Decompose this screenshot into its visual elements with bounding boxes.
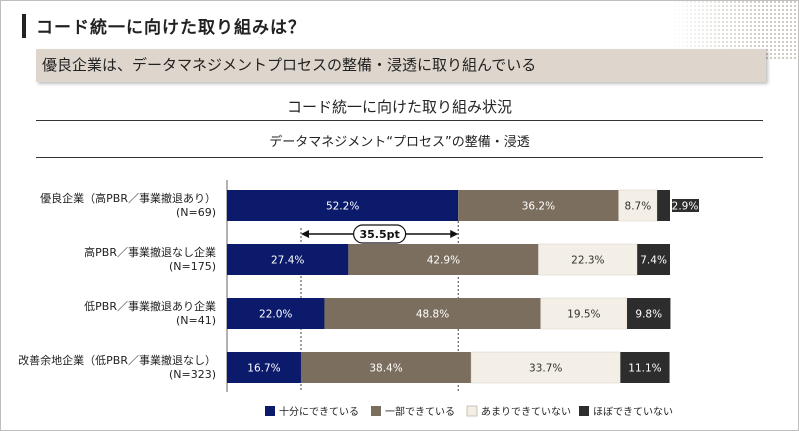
chart-subtitle-rule	[36, 157, 763, 158]
data-label-barely-1: 22.3%	[571, 255, 604, 267]
bar-partial-2	[324, 298, 541, 329]
bar-barely-2	[540, 297, 628, 330]
annotation-pill	[353, 224, 407, 244]
data-label-none-0: 2.9%	[672, 201, 699, 213]
data-label-none-2: 9.8%	[635, 309, 662, 321]
data-label-full-0: 52.2%	[326, 201, 359, 213]
legend-swatch-barely	[466, 405, 478, 417]
category-n-label-1: (N=175)	[169, 260, 216, 273]
category-label-3: 改善余地企業（低PBR／事業撤退なし）	[18, 353, 216, 367]
title-accent-bar	[22, 14, 26, 38]
legend-label-none: ほぼできていない	[593, 406, 673, 418]
category-label-1: 高PBR／事業撤退なし企業	[84, 245, 216, 259]
page-title: コード統一に向けた取り組みは？	[36, 18, 306, 38]
bar-none-3	[620, 352, 670, 383]
data-label-partial-2: 48.8%	[416, 309, 449, 321]
data-label-full-1: 27.4%	[271, 255, 304, 267]
annotation-arrowhead-right	[450, 230, 459, 238]
bar-barely-3	[470, 351, 621, 384]
data-label-barely-0: 8.7%	[625, 201, 652, 213]
category-n-label-0: (N=69)	[176, 206, 216, 219]
data-label-none-1: 7.4%	[640, 255, 667, 267]
bar-barely-0	[618, 189, 658, 222]
bar-partial-0	[458, 190, 619, 221]
bar-none-1	[637, 244, 670, 275]
bar-full-3	[227, 352, 301, 383]
annotation-arrowhead-left	[300, 230, 309, 238]
category-label-0: 優良企業（高PBR／事業撤退あり）	[40, 191, 216, 205]
category-n-label-3: (N=323)	[169, 368, 216, 381]
chart-title: コード統一に向けた取り組み状況	[286, 98, 512, 116]
legend-label-full: 十分にできている	[279, 405, 359, 418]
annotation-label: 35.5pt	[359, 228, 399, 241]
bar-full-1	[227, 244, 349, 275]
summary-banner: 優良企業は、データマネジメントプロセスの整備・浸透に取り組んでいる	[36, 49, 766, 82]
category-n-label-2: (N=41)	[176, 314, 216, 327]
data-label-tag-0	[672, 199, 699, 212]
data-label-barely-3: 33.7%	[529, 363, 562, 375]
legend-label-partial: 一部できている	[385, 405, 455, 418]
chart-subtitle: データマネジメント“プロセス”の整備・浸透	[269, 135, 530, 150]
data-label-barely-2: 19.5%	[567, 309, 600, 321]
chart-title-rule	[36, 120, 763, 121]
bar-barely-1	[538, 243, 638, 276]
category-label-2: 低PBR／事業撤退あり企業	[84, 299, 216, 313]
legend-swatch-none	[579, 406, 589, 416]
legend-swatch-partial	[371, 406, 381, 416]
bar-partial-1	[348, 244, 539, 275]
data-label-partial-3: 38.4%	[369, 363, 402, 375]
data-label-full-2: 22.0%	[259, 309, 292, 321]
bar-none-2	[627, 298, 671, 329]
bar-partial-3	[300, 352, 472, 383]
data-label-none-3: 11.1%	[628, 363, 661, 375]
data-label-partial-0: 36.2%	[522, 201, 555, 213]
bar-none-0	[657, 190, 670, 221]
legend-label-barely: あまりできていない	[481, 406, 571, 418]
bar-full-0	[227, 190, 459, 221]
data-label-full-3: 16.7%	[247, 363, 280, 375]
legend-swatch-full	[265, 406, 275, 416]
data-label-partial-1: 42.9%	[427, 255, 460, 267]
bar-full-2	[227, 298, 325, 329]
